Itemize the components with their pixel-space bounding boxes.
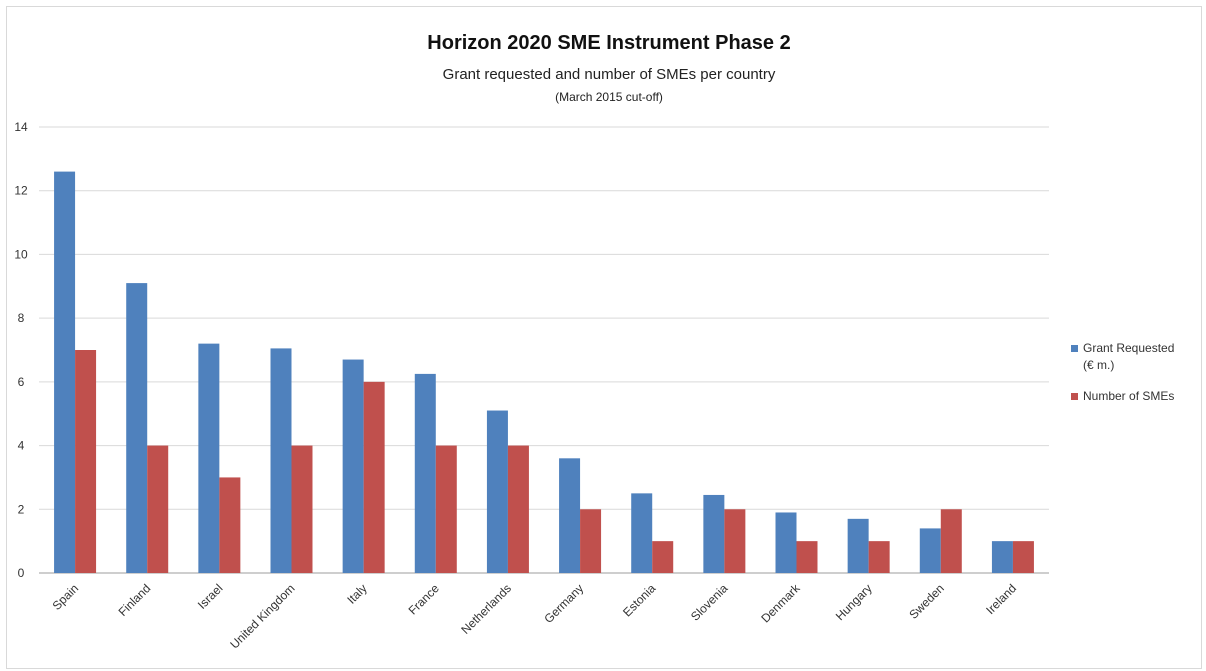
chart-subtitle-cutoff: (March 2015 cut-off) [555,90,663,104]
legend-label-line: (€ m.) [1083,358,1114,372]
bar-grant-requested [919,528,941,573]
x-category-label: Netherlands [458,581,514,637]
bar-number-of-smes [147,445,169,573]
y-tick-label: 6 [18,375,25,389]
bar-grant-requested [631,493,653,573]
bar-number-of-smes [219,477,241,573]
bar-grant-requested [486,410,508,573]
x-category-label: Spain [50,581,82,613]
y-axis: 0 2 4 6 8 10 12 14 [14,120,28,580]
bar-grant-requested [54,171,76,573]
bar-number-of-smes [796,541,818,573]
bar-number-of-smes [580,509,602,573]
bar-grant-requested [270,348,292,573]
bar-number-of-smes [435,445,457,573]
y-tick-label: 0 [18,566,25,580]
bar-number-of-smes [1012,541,1034,573]
bar-number-of-smes [940,509,962,573]
bar-grant-requested [559,458,581,573]
bar-number-of-smes [363,381,385,573]
bar-grant-requested [198,343,220,573]
bar-grant-requested [342,359,364,573]
bar-grant-requested [414,373,436,573]
x-category-label: Hungary [833,581,875,623]
y-tick-label: 10 [14,247,28,261]
y-tick-label: 12 [14,184,28,198]
bar-grant-requested [847,518,869,573]
chart-frame: Horizon 2020 SME Instrument Phase 2 Gran… [6,6,1202,669]
bar-series [54,171,1034,573]
x-category-label: Italy [344,581,369,606]
y-tick-label: 14 [14,120,28,134]
x-category-label: Denmark [758,581,803,626]
x-category-label: United Kingdom [227,581,297,651]
bar-number-of-smes [291,445,313,573]
x-category-label: Ireland [983,581,1019,617]
legend-swatch [1071,393,1078,400]
chart-title: Horizon 2020 SME Instrument Phase 2 [427,32,790,54]
x-category-label: Germany [541,581,586,626]
bar-grant-requested [126,283,148,573]
x-category-label: Slovenia [688,581,731,624]
x-category-label: Sweden [906,581,947,622]
y-tick-label: 4 [18,439,25,453]
bar-number-of-smes [652,541,674,573]
x-category-label: Estonia [620,581,658,619]
bar-number-of-smes [868,541,890,573]
bar-number-of-smes [75,350,97,573]
x-category-label: Finland [116,581,154,619]
chart-canvas: Horizon 2020 SME Instrument Phase 2 Gran… [14,32,1174,652]
bar-number-of-smes [507,445,529,573]
legend-label: Number of SMEs [1083,389,1174,403]
bar-grant-requested [775,512,797,573]
bar-grant-requested [703,494,725,573]
legend-label: Grant Requested (€ m.) [1083,341,1174,372]
legend: Grant Requested (€ m.) Number of SMEs [1071,341,1174,403]
y-tick-label: 8 [18,311,25,325]
legend-label-line: Number of SMEs [1083,389,1174,403]
x-category-label: Israel [195,581,226,612]
legend-swatch [1071,345,1078,352]
gridlines [39,126,1049,574]
legend-label-line: Grant Requested [1083,341,1174,355]
y-tick-label: 2 [18,502,25,516]
x-axis-labels: Spain Finland Israel United Kingdom Italy Fra… [50,581,1019,652]
bar-grant-requested [991,541,1013,573]
chart-subtitle: Grant requested and number of SMEs per c… [443,66,776,83]
x-category-label: France [406,581,443,618]
bar-number-of-smes [724,509,746,573]
